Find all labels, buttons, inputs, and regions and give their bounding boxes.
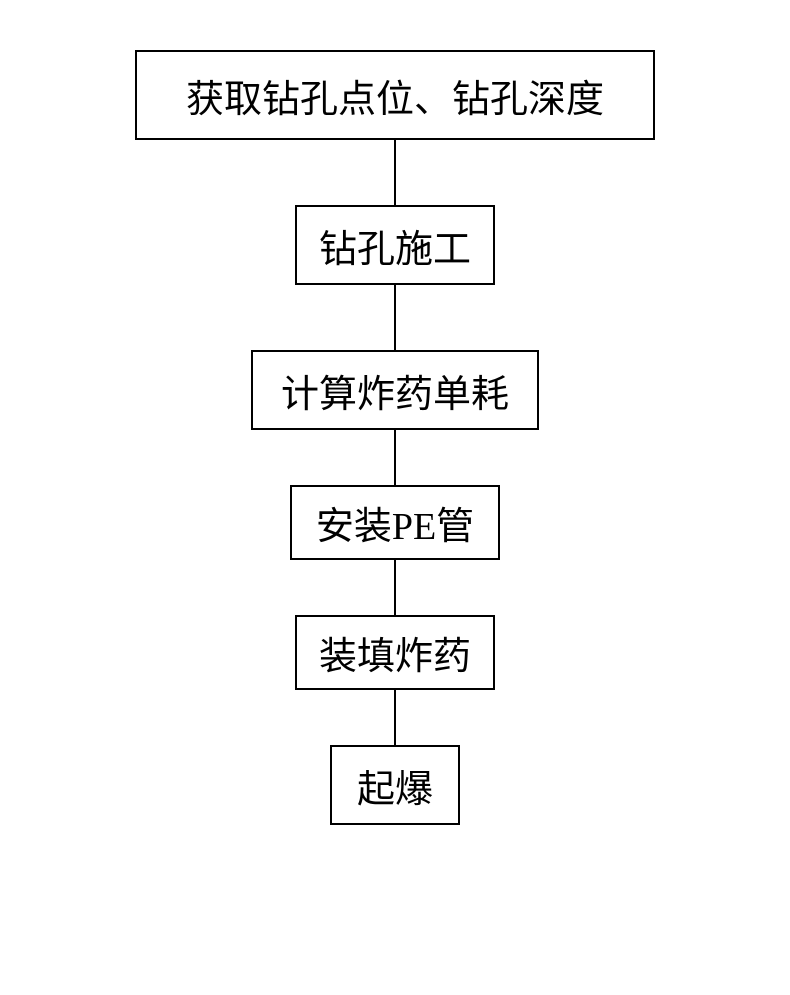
flow-connector: [394, 690, 396, 745]
flow-node-detonate: 起爆: [330, 745, 460, 825]
flow-node-label: 计算炸药单耗: [281, 363, 509, 418]
flow-node-drilling: 钻孔施工: [295, 205, 495, 285]
flow-node-label: 钻孔施工: [319, 218, 471, 273]
flow-node-label: 装填炸药: [319, 625, 471, 680]
flow-node-label: 起爆: [357, 758, 433, 813]
flow-node-calc-explosive: 计算炸药单耗: [251, 350, 539, 430]
flow-node-install-pe: 安装PE管: [290, 485, 500, 560]
flow-node-acquire-points: 获取钻孔点位、钻孔深度: [135, 50, 655, 140]
flow-connector: [394, 285, 396, 350]
flow-node-label: 安装PE管: [316, 495, 474, 550]
flow-connector: [394, 560, 396, 615]
flowchart-container: 获取钻孔点位、钻孔深度 钻孔施工 计算炸药单耗 安装PE管 装填炸药 起爆: [135, 50, 655, 825]
flow-node-load-explosive: 装填炸药: [295, 615, 495, 690]
flow-connector: [394, 140, 396, 205]
flow-connector: [394, 430, 396, 485]
flow-node-label: 获取钻孔点位、钻孔深度: [186, 68, 604, 123]
